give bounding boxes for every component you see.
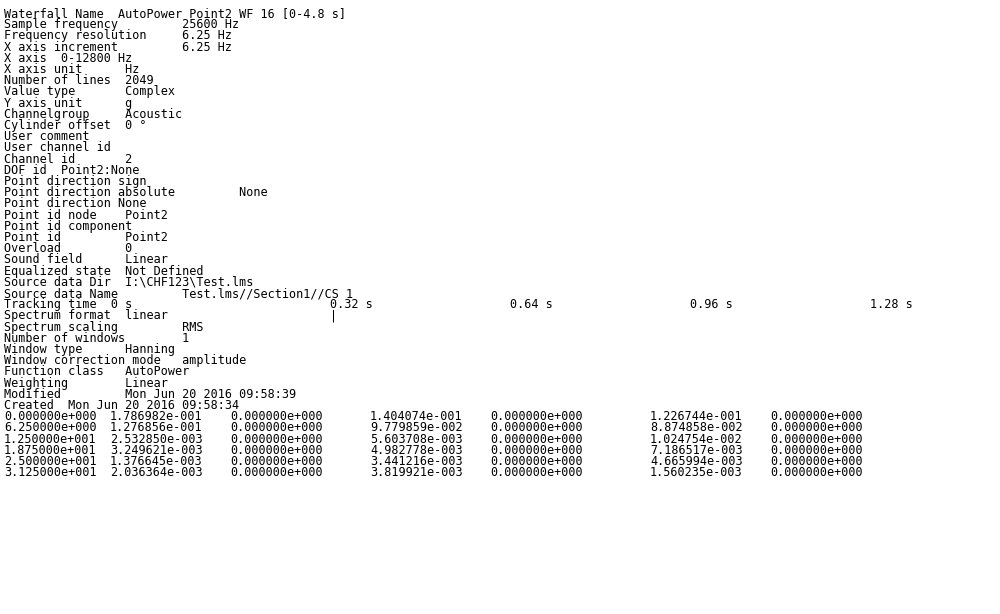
Text: Spectrum scaling         RMS: Spectrum scaling RMS xyxy=(4,321,204,333)
Text: Number of lines  2049: Number of lines 2049 xyxy=(4,74,154,87)
Text: 1.875000e+001: 1.875000e+001 xyxy=(4,444,97,457)
Text: Point id component: Point id component xyxy=(4,220,132,233)
Text: 0.000000e+000: 0.000000e+000 xyxy=(230,410,323,423)
Text: X axis  0-12800 Hz: X axis 0-12800 Hz xyxy=(4,52,132,65)
Text: 0.96 s: 0.96 s xyxy=(690,298,733,311)
Text: User channel id: User channel id xyxy=(4,141,111,154)
Text: User comment: User comment xyxy=(4,130,90,143)
Text: 4.982778e-003: 4.982778e-003 xyxy=(370,444,463,457)
Text: Point id         Point2: Point id Point2 xyxy=(4,231,168,244)
Text: Sound field      Linear: Sound field Linear xyxy=(4,254,168,266)
Text: Source data Dir  I:\CHF123\Test.lms: Source data Dir I:\CHF123\Test.lms xyxy=(4,276,253,289)
Text: X axis increment         6.25 Hz: X axis increment 6.25 Hz xyxy=(4,41,232,53)
Text: 0.000000e+000: 0.000000e+000 xyxy=(490,466,583,479)
Text: Point direction sign: Point direction sign xyxy=(4,175,146,188)
Text: DOF id  Point2:None: DOF id Point2:None xyxy=(4,164,139,177)
Text: 0.000000e+000: 0.000000e+000 xyxy=(4,410,97,423)
Text: 0.000000e+000: 0.000000e+000 xyxy=(770,421,863,434)
Text: 0.000000e+000: 0.000000e+000 xyxy=(490,455,583,468)
Text: 0.000000e+000: 0.000000e+000 xyxy=(770,444,863,457)
Text: 0.000000e+000: 0.000000e+000 xyxy=(230,433,323,446)
Text: 0.000000e+000: 0.000000e+000 xyxy=(490,421,583,434)
Text: 7.186517e-003: 7.186517e-003 xyxy=(650,444,743,457)
Text: 1.786982e-001: 1.786982e-001 xyxy=(110,410,203,423)
Text: 8.874858e-002: 8.874858e-002 xyxy=(650,421,743,434)
Text: Point direction None: Point direction None xyxy=(4,197,146,211)
Text: 1.024754e-002: 1.024754e-002 xyxy=(650,433,743,446)
Text: Window correction mode   amplitude: Window correction mode amplitude xyxy=(4,354,246,367)
Text: 3.249621e-003: 3.249621e-003 xyxy=(110,444,203,457)
Text: Source data Name         Test.lms//Section1//CS 1: Source data Name Test.lms//Section1//CS … xyxy=(4,287,353,300)
Text: Channelgroup     Acoustic: Channelgroup Acoustic xyxy=(4,108,182,121)
Text: 3.441216e-003: 3.441216e-003 xyxy=(370,455,463,468)
Text: Equalized state  Not Defined: Equalized state Not Defined xyxy=(4,265,204,278)
Text: 1.404074e-001: 1.404074e-001 xyxy=(370,410,463,423)
Text: 1.28 s: 1.28 s xyxy=(870,298,913,311)
Text: Sample frequency         25600 Hz: Sample frequency 25600 Hz xyxy=(4,18,239,31)
Text: Value type       Complex: Value type Complex xyxy=(4,85,175,98)
Text: Spectrum format  linear: Spectrum format linear xyxy=(4,309,168,322)
Text: Waterfall Name  AutoPower Point2 WF 16 [0-4.8 s]: Waterfall Name AutoPower Point2 WF 16 [0… xyxy=(4,7,346,20)
Text: Weighting        Linear: Weighting Linear xyxy=(4,376,168,390)
Text: 5.603708e-003: 5.603708e-003 xyxy=(370,433,463,446)
Text: 2.532850e-003: 2.532850e-003 xyxy=(110,433,203,446)
Text: 1.276856e-001: 1.276856e-001 xyxy=(110,421,203,434)
Text: Window type      Hanning: Window type Hanning xyxy=(4,343,175,356)
Text: Point id node    Point2: Point id node Point2 xyxy=(4,209,168,222)
Text: 2.036364e-003: 2.036364e-003 xyxy=(110,466,203,479)
Text: 0.64 s: 0.64 s xyxy=(510,298,553,311)
Text: 1.226744e-001: 1.226744e-001 xyxy=(650,410,743,423)
Text: Tracking time  0 s: Tracking time 0 s xyxy=(4,298,132,311)
Text: Function class   AutoPower: Function class AutoPower xyxy=(4,365,189,378)
Text: 0.000000e+000: 0.000000e+000 xyxy=(230,466,323,479)
Text: 0.32 s: 0.32 s xyxy=(330,298,373,311)
Text: 9.779859e-002: 9.779859e-002 xyxy=(370,421,463,434)
Text: 6.250000e+000: 6.250000e+000 xyxy=(4,421,97,434)
Text: Overload         0: Overload 0 xyxy=(4,242,132,255)
Text: 0.000000e+000: 0.000000e+000 xyxy=(770,455,863,468)
Text: Number of windows        1: Number of windows 1 xyxy=(4,332,189,345)
Text: Channel id       2: Channel id 2 xyxy=(4,153,132,166)
Text: X axis unit      Hz: X axis unit Hz xyxy=(4,63,139,76)
Text: Y axis unit      g: Y axis unit g xyxy=(4,96,132,110)
Text: 0.000000e+000: 0.000000e+000 xyxy=(770,466,863,479)
Text: 4.665994e-003: 4.665994e-003 xyxy=(650,455,743,468)
Text: 0.000000e+000: 0.000000e+000 xyxy=(770,433,863,446)
Text: 1.560235e-003: 1.560235e-003 xyxy=(650,466,743,479)
Text: 1.250000e+001: 1.250000e+001 xyxy=(4,433,97,446)
Text: 0.000000e+000: 0.000000e+000 xyxy=(230,444,323,457)
Text: 3.819921e-003: 3.819921e-003 xyxy=(370,466,463,479)
Text: 3.125000e+001: 3.125000e+001 xyxy=(4,466,97,479)
Text: Cylinder offset  0 °: Cylinder offset 0 ° xyxy=(4,119,146,132)
Text: 2.500000e+001: 2.500000e+001 xyxy=(4,455,97,468)
Text: 0.000000e+000: 0.000000e+000 xyxy=(490,444,583,457)
Text: 0.000000e+000: 0.000000e+000 xyxy=(770,410,863,423)
Text: 0.000000e+000: 0.000000e+000 xyxy=(490,433,583,446)
Text: Modified         Mon Jun 20 2016 09:58:39: Modified Mon Jun 20 2016 09:58:39 xyxy=(4,388,296,401)
Text: |: | xyxy=(330,309,337,322)
Text: 1.376645e-003: 1.376645e-003 xyxy=(110,455,203,468)
Text: 0.000000e+000: 0.000000e+000 xyxy=(230,421,323,434)
Text: Created  Mon Jun 20 2016 09:58:34: Created Mon Jun 20 2016 09:58:34 xyxy=(4,399,239,412)
Text: Frequency resolution     6.25 Hz: Frequency resolution 6.25 Hz xyxy=(4,29,232,42)
Text: 0.000000e+000: 0.000000e+000 xyxy=(230,455,323,468)
Text: 0.000000e+000: 0.000000e+000 xyxy=(490,410,583,423)
Text: Point direction absolute         None: Point direction absolute None xyxy=(4,186,268,199)
